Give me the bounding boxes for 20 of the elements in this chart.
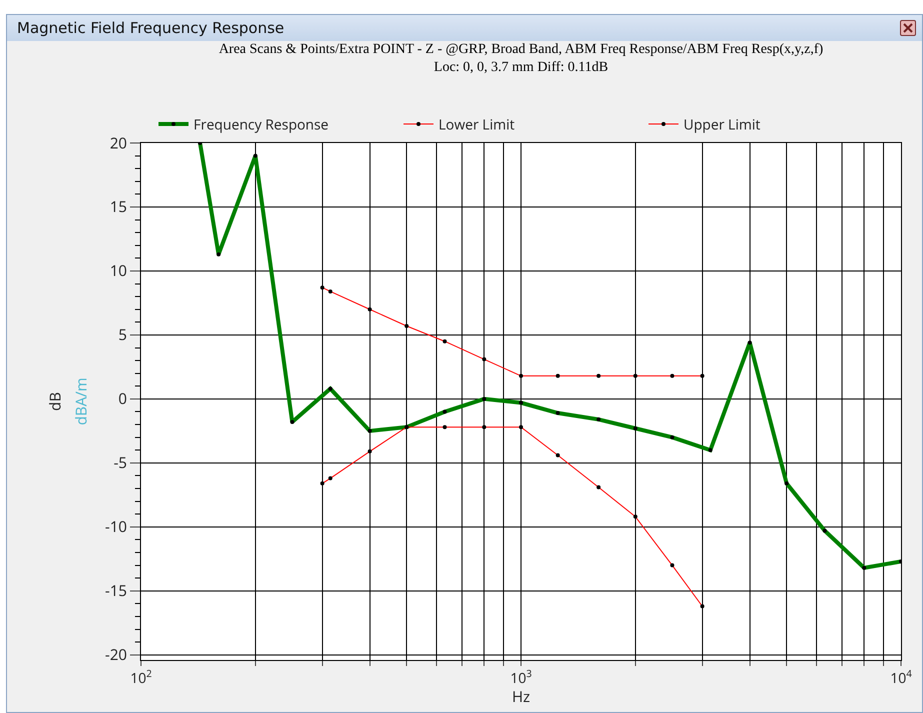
y-tick-label: 0 [118,389,127,410]
y-tick-label: -20 [105,645,127,666]
chart-title: Magnetic Field Frequency Response [17,19,284,37]
y-tick-label: -5 [114,453,127,474]
legend-label: Upper Limit [684,115,760,134]
y-axis-title: dB [45,392,66,411]
chart-subtitle: Area Scans & Points/Extra POINT - Z - @GRP, Broad Band, ABM Freq Response/ABM Freq Resp(x,y,z,f) Loc: 0, 0, 3.7 mm Diff: 0.11dB [218,42,824,76]
legend-label: Lower Limit [438,115,515,134]
x-tick-label: 10$^{2}$ [130,666,152,688]
y-tick-label: -15 [105,581,127,602]
x-tick-label: 10$^{3}$ [510,666,532,688]
legend-label: Frequency Response [194,115,329,134]
y-tick-label: -10 [105,517,127,538]
y-tick-label: 5 [118,325,127,346]
text: dBA/m [71,378,92,426]
y-tick-label: 15 [110,197,127,218]
y-tick-label: 10 [110,261,127,282]
x-tick-label: 10$^{4}$ [890,666,912,688]
x-axis-title: Hz [512,687,530,707]
y-tick-label: 20 [110,133,127,154]
